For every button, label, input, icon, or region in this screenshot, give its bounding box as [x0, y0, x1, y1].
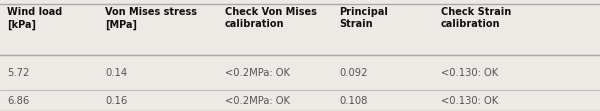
Text: Principal
Strain: Principal Strain	[339, 7, 388, 29]
Text: 0.108: 0.108	[339, 96, 367, 106]
Text: 0.092: 0.092	[339, 68, 367, 78]
Text: <0.130: OK: <0.130: OK	[441, 96, 498, 106]
Text: <0.2MPa: OK: <0.2MPa: OK	[225, 68, 290, 78]
Text: 6.86: 6.86	[7, 96, 29, 106]
Text: Von Mises stress
[MPa]: Von Mises stress [MPa]	[105, 7, 197, 30]
Text: Check Von Mises
calibration: Check Von Mises calibration	[225, 7, 317, 29]
Text: 5.72: 5.72	[7, 68, 29, 78]
Text: Check Strain
calibration: Check Strain calibration	[441, 7, 511, 29]
Text: 0.16: 0.16	[105, 96, 127, 106]
Text: <0.130: OK: <0.130: OK	[441, 68, 498, 78]
Text: Wind load
[kPa]: Wind load [kPa]	[7, 7, 62, 30]
Text: <0.2MPa: OK: <0.2MPa: OK	[225, 96, 290, 106]
Text: 0.14: 0.14	[105, 68, 127, 78]
